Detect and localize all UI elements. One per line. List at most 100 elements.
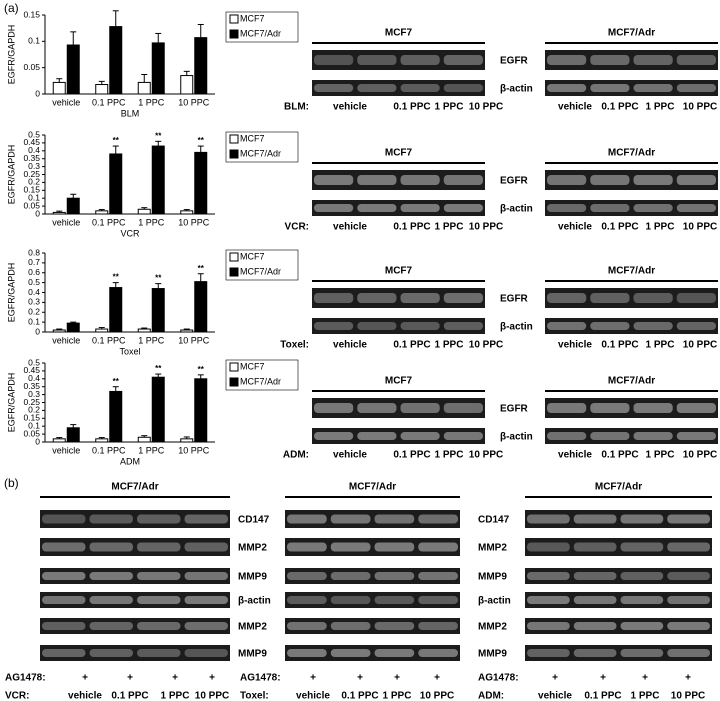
blot-lane xyxy=(443,204,483,212)
legend-swatch xyxy=(229,362,239,372)
bar xyxy=(109,153,123,215)
bar xyxy=(180,438,194,443)
bar xyxy=(151,145,165,215)
x-tick-label: 1 PPC xyxy=(138,217,165,227)
lane-label: 10 PPC xyxy=(683,450,717,461)
blot-lane xyxy=(357,204,397,212)
blot-lane xyxy=(573,514,617,524)
x-tick-label: 10 PPC xyxy=(178,217,210,227)
blot-title: MCF7/Adr xyxy=(608,376,655,387)
blot-lane xyxy=(287,514,327,524)
lane-label: 10 PPC xyxy=(469,450,503,461)
lane-label: 1 PPC xyxy=(631,691,660,701)
blot-title: MCF7/Adr xyxy=(608,28,655,39)
bar xyxy=(180,329,194,333)
blot-lane xyxy=(314,175,354,185)
legend-swatch xyxy=(229,377,239,387)
x-tick-label: 10 PPC xyxy=(178,97,210,107)
blot-lane xyxy=(633,84,673,92)
y-tick-label: 0.3 xyxy=(28,297,40,307)
blot-lane xyxy=(314,84,354,92)
blot-band xyxy=(525,510,712,528)
blot-lane xyxy=(676,293,716,303)
lane-label: 10 PPC xyxy=(469,102,503,113)
blot-lane xyxy=(374,596,415,604)
bar xyxy=(151,376,165,443)
blot-band xyxy=(525,538,712,556)
x-tick-label: vehicle xyxy=(52,217,80,227)
blot-band xyxy=(40,510,230,528)
x-tick-label: 0.1 PPC xyxy=(92,217,126,227)
blot-band xyxy=(285,568,460,584)
lane-label: 0.1 PPC xyxy=(393,340,430,351)
blot-lane xyxy=(620,649,664,657)
sign: + xyxy=(600,673,606,684)
lane-label: vehicle xyxy=(558,222,592,233)
blot-lane xyxy=(89,514,133,524)
blot-lane xyxy=(633,175,673,185)
inhibitor-label: AG1478: xyxy=(240,673,281,684)
blot-band xyxy=(40,618,230,634)
blot-lane xyxy=(287,649,327,657)
blot-lane xyxy=(633,55,673,65)
lane-label: vehicle xyxy=(558,450,592,461)
y-tick-label: 0.4 xyxy=(28,145,40,155)
blot-lane xyxy=(400,432,440,440)
bar xyxy=(194,151,208,215)
band-label: CD147 xyxy=(478,515,510,526)
y-tick-label: 0.1 xyxy=(28,36,40,46)
blot-lane xyxy=(184,572,228,580)
bar xyxy=(194,281,208,333)
sign: + xyxy=(357,673,363,684)
y-axis-label: EGFR/GAPDH xyxy=(6,373,16,433)
bar xyxy=(66,44,80,95)
blot-lane xyxy=(443,84,483,92)
band-label: CD147 xyxy=(238,515,270,526)
blot-lane xyxy=(287,622,327,630)
lane-label: 10 PPC xyxy=(469,340,503,351)
lane-label: 0.1 PPC xyxy=(601,340,638,351)
blot-lane xyxy=(547,175,587,185)
band-label: MMP2 xyxy=(238,622,267,633)
lane-label: vehicle xyxy=(68,691,102,701)
blot-lane xyxy=(418,622,458,630)
bar xyxy=(180,210,194,215)
blot-band xyxy=(545,428,718,444)
lane-label: 10 PPC xyxy=(420,691,454,701)
blot-lane xyxy=(547,293,587,303)
y-tick-label: 0.1 xyxy=(28,420,40,430)
blot-band xyxy=(312,80,485,96)
y-axis-label: EGFR/GAPDH xyxy=(6,145,16,205)
bar xyxy=(194,378,208,443)
legend-swatch xyxy=(229,267,239,277)
y-tick-label: 0.5 xyxy=(28,129,40,139)
y-tick-label: 0 xyxy=(35,208,40,218)
blot-lane xyxy=(287,542,327,552)
band-label: MMP2 xyxy=(478,622,507,633)
bar xyxy=(194,37,208,95)
blot-lane xyxy=(374,542,415,552)
treatment-label: VCR: xyxy=(285,222,309,233)
band-label: β-actin xyxy=(238,596,271,607)
blot-lane xyxy=(184,514,228,524)
bar xyxy=(95,210,109,215)
blot-lane xyxy=(676,204,716,212)
blot-lane xyxy=(314,403,354,413)
blot-lane xyxy=(330,514,371,524)
blot-lane xyxy=(400,55,440,65)
blot-lane xyxy=(573,596,617,604)
bar xyxy=(95,438,109,443)
y-tick-label: 0.15 xyxy=(23,185,40,195)
sign: + xyxy=(394,673,400,684)
y-tick-label: 0.25 xyxy=(23,169,40,179)
blot-lane xyxy=(676,84,716,92)
blot-band xyxy=(545,398,718,418)
band-label: EGFR xyxy=(500,56,529,67)
x-axis-label: ADM xyxy=(120,456,140,466)
band-label: MMP9 xyxy=(478,572,507,583)
y-tick-label: 0.5 xyxy=(28,277,40,287)
blot-lane xyxy=(184,596,228,604)
sign: + xyxy=(172,673,178,684)
significance: ** xyxy=(113,136,120,145)
sign: + xyxy=(209,673,215,684)
